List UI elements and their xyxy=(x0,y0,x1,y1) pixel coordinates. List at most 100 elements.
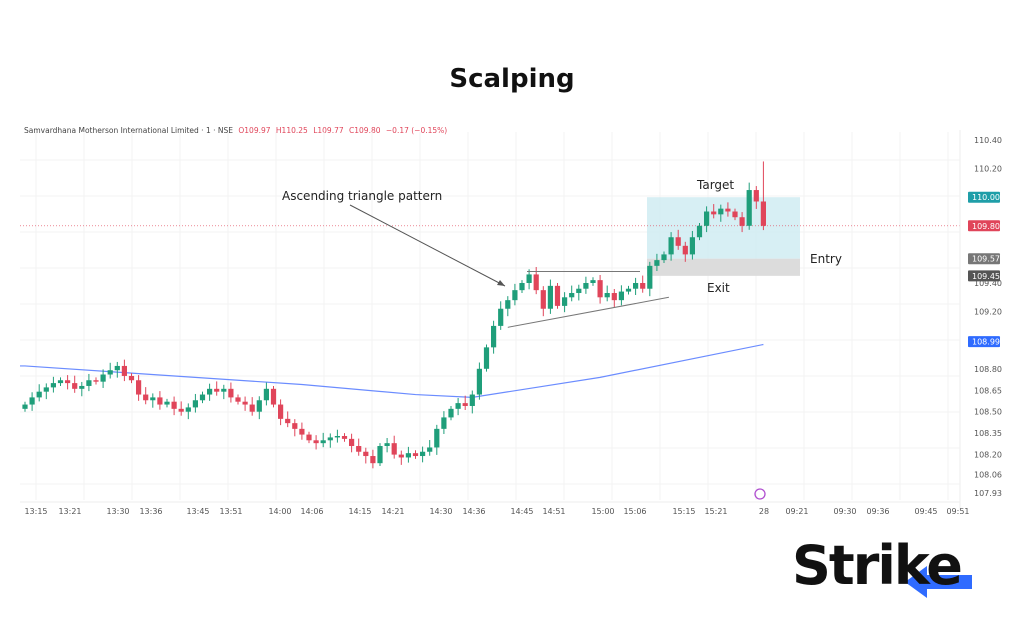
candle-body xyxy=(611,293,617,301)
low-value: L109.77 xyxy=(313,126,344,135)
exit-label: Exit xyxy=(707,281,730,295)
candle-body xyxy=(725,208,731,212)
candle-body xyxy=(760,201,766,226)
candle-body xyxy=(505,300,511,309)
x-tick-label: 15:00 xyxy=(591,507,614,516)
change-value: −0.17 (−0.15%) xyxy=(385,126,448,135)
candle-body xyxy=(604,293,610,298)
candle-body xyxy=(533,274,539,291)
candle-body xyxy=(285,418,291,424)
candle-body xyxy=(136,380,142,395)
candle-body xyxy=(214,388,220,392)
x-tick-label: 14:36 xyxy=(462,507,485,516)
candle-body xyxy=(178,408,184,412)
candle-body xyxy=(590,280,596,283)
x-tick-label: 13:36 xyxy=(139,507,162,516)
y-tick-label: 108.50 xyxy=(974,408,1002,417)
candle-body xyxy=(199,394,206,401)
entry-label: Entry xyxy=(810,252,842,266)
candle-body xyxy=(341,436,348,439)
candle-body xyxy=(405,453,411,458)
candle-body xyxy=(299,428,305,435)
candle-body xyxy=(65,380,71,384)
candle-body xyxy=(675,237,681,246)
candle-body xyxy=(412,453,419,457)
candle-body xyxy=(221,388,227,392)
candle-body xyxy=(313,440,319,444)
candle-body xyxy=(128,375,135,381)
candle-body xyxy=(356,446,362,452)
x-tick-label: 15:06 xyxy=(623,507,646,516)
candle-body xyxy=(668,237,674,255)
candle-body xyxy=(43,387,49,392)
candle-body xyxy=(235,397,241,402)
price-label-target xyxy=(968,191,1000,203)
pattern-arrow xyxy=(349,204,506,287)
price-label-last xyxy=(968,220,1000,232)
candle-body xyxy=(79,385,85,389)
candle-body xyxy=(661,254,667,261)
candle-body xyxy=(377,446,383,464)
candle-body xyxy=(711,211,717,215)
x-tick-label: 09:30 xyxy=(833,507,856,516)
candle-body xyxy=(249,404,255,412)
candle-body xyxy=(121,365,127,376)
x-tick-label: 14:51 xyxy=(542,507,565,516)
x-tick-label: 09:51 xyxy=(946,507,969,516)
candle-body xyxy=(633,283,639,289)
logo-text: Strike xyxy=(792,534,963,597)
y-tick-label: 109.20 xyxy=(974,308,1002,317)
close-value: C109.80 xyxy=(349,126,381,135)
y-tick-label: 108.06 xyxy=(974,471,1002,480)
candle-body xyxy=(704,211,710,226)
x-tick-label: 13:21 xyxy=(58,507,81,516)
candle-body xyxy=(270,388,277,405)
x-tick-label: 09:21 xyxy=(785,507,808,516)
candle-body xyxy=(384,443,390,447)
page-title: Scalping xyxy=(449,64,575,94)
candle-body xyxy=(278,404,284,419)
candle-body xyxy=(327,437,333,441)
candle-body xyxy=(640,283,646,289)
exit-zone xyxy=(647,258,800,276)
candle-body xyxy=(569,293,575,298)
candle-body xyxy=(72,383,78,389)
x-tick-label: 14:00 xyxy=(268,507,291,516)
candle-body xyxy=(107,370,113,375)
candle-body xyxy=(597,280,603,298)
price-label-exit xyxy=(968,270,1000,282)
logo-arrow-icon xyxy=(905,566,972,598)
x-tick-label: 14:30 xyxy=(429,507,452,516)
candle-body xyxy=(491,325,497,348)
candle-body xyxy=(256,400,262,412)
candle-body xyxy=(143,394,149,401)
candle-body xyxy=(441,417,447,429)
y-tick-label: 108.80 xyxy=(974,365,1002,374)
candle-body xyxy=(682,245,688,255)
x-tick-label: 09:45 xyxy=(914,507,937,516)
candle-body xyxy=(625,288,632,292)
x-tick-label: 13:51 xyxy=(219,507,242,516)
candle-body xyxy=(363,451,369,457)
candle-body xyxy=(746,190,752,226)
candle-body xyxy=(718,208,724,215)
y-tick-label: 110.20 xyxy=(974,165,1002,174)
price-label-text: 109.45 xyxy=(972,272,1000,281)
candle-body xyxy=(469,394,475,406)
x-tick-label: 14:45 xyxy=(510,507,533,516)
price-label-entry xyxy=(968,253,1000,265)
candle-body xyxy=(263,388,269,401)
candle-body xyxy=(86,380,92,386)
price-label-text: 108.99 xyxy=(972,338,1000,347)
candle-body xyxy=(576,288,582,294)
candle-body xyxy=(50,383,56,388)
pattern-label: Ascending triangle pattern xyxy=(282,189,442,203)
symbol-name: Samvardhana Motherson International Limi… xyxy=(24,126,233,135)
candle-body xyxy=(157,397,163,405)
candle-body xyxy=(93,380,99,382)
candle-body xyxy=(370,456,376,464)
x-tick-label: 14:21 xyxy=(381,507,404,516)
candle-body xyxy=(320,440,326,444)
price-label-text: 110.00 xyxy=(972,193,1000,202)
